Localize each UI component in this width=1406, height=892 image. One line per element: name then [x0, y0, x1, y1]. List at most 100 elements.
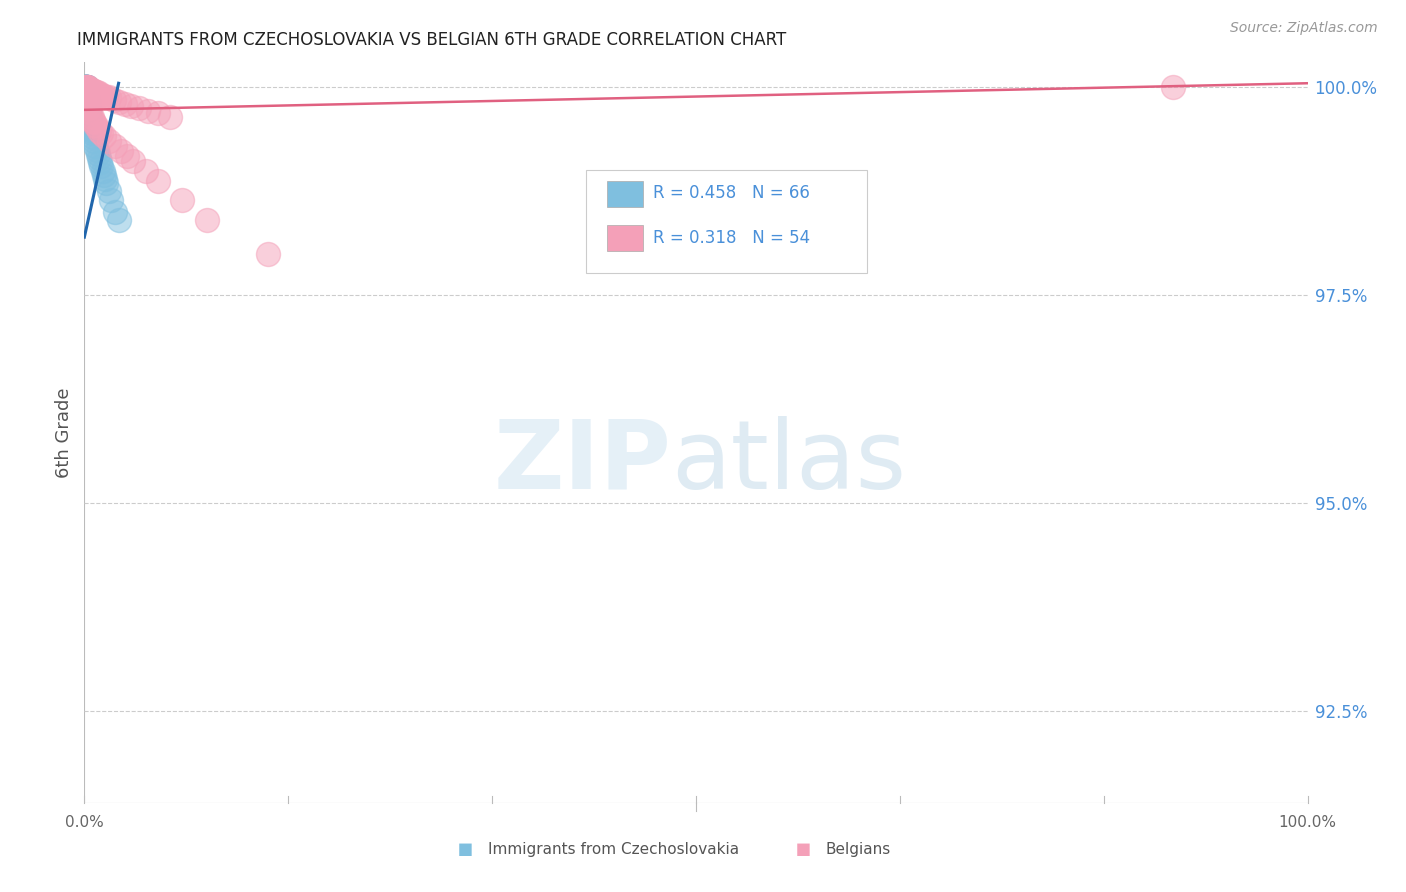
Point: [75, 97, 97, 112]
Point: [77, 103, 100, 118]
Point: [172, 193, 194, 207]
Point: [75, 80, 97, 95]
Point: [76, 80, 98, 95]
Point: [135, 163, 157, 178]
Text: ZIP: ZIP: [494, 416, 672, 508]
Point: [75, 90, 97, 104]
Point: [122, 153, 145, 168]
Point: [76, 95, 98, 109]
Text: atlas: atlas: [672, 416, 907, 508]
Point: [86, 86, 108, 100]
Point: [75, 90, 97, 104]
Point: [110, 144, 132, 158]
Point: [76, 80, 98, 95]
Point: [80, 122, 103, 136]
Point: [93, 168, 115, 182]
Point: [79, 83, 101, 97]
Point: [77, 82, 100, 96]
Point: [77, 110, 100, 124]
Point: [128, 101, 150, 115]
Point: [107, 95, 129, 109]
Point: [79, 118, 101, 132]
Point: [77, 105, 100, 120]
Point: [75, 80, 97, 95]
Point: [97, 185, 120, 199]
Point: [103, 93, 125, 107]
Point: [90, 126, 112, 140]
Text: Belgians: Belgians: [825, 842, 890, 856]
Point: [75, 95, 97, 109]
Point: [77, 80, 100, 95]
Point: [83, 84, 105, 98]
Point: [79, 105, 101, 120]
Text: R = 0.318   N = 54: R = 0.318 N = 54: [654, 229, 810, 247]
Point: [93, 128, 115, 143]
Text: Source: ZipAtlas.com: Source: ZipAtlas.com: [1230, 21, 1378, 35]
Point: [76, 93, 98, 107]
Point: [1161, 80, 1184, 95]
Point: [83, 115, 105, 129]
Y-axis label: 6th Grade: 6th Grade: [55, 387, 73, 478]
Point: [89, 155, 111, 169]
Point: [76, 88, 98, 103]
Point: [97, 90, 120, 104]
Point: [80, 83, 103, 97]
Point: [84, 118, 107, 132]
Point: [86, 120, 108, 135]
Point: [91, 163, 114, 178]
Text: Immigrants from Czechoslovakia: Immigrants from Czechoslovakia: [488, 842, 740, 856]
Point: [77, 111, 100, 125]
Text: ▪: ▪: [794, 838, 811, 861]
Point: [114, 97, 136, 112]
Text: 100.0%: 100.0%: [1278, 815, 1337, 830]
Point: [104, 138, 127, 153]
Point: [87, 87, 110, 101]
Point: [75, 80, 97, 95]
Point: [93, 88, 115, 103]
Text: IMMIGRANTS FROM CZECHOSLOVAKIA VS BELGIAN 6TH GRADE CORRELATION CHART: IMMIGRANTS FROM CZECHOSLOVAKIA VS BELGIA…: [77, 31, 786, 49]
Point: [75, 80, 97, 95]
Point: [75, 85, 97, 99]
Point: [75, 80, 97, 95]
Text: ▪: ▪: [457, 838, 474, 861]
Point: [75, 80, 97, 95]
Point: [75, 80, 97, 95]
FancyBboxPatch shape: [586, 169, 868, 274]
Point: [76, 80, 98, 95]
Point: [77, 97, 100, 112]
Point: [96, 89, 118, 103]
Point: [77, 97, 100, 112]
Point: [76, 92, 98, 106]
Point: [76, 88, 98, 103]
Point: [87, 147, 110, 161]
Point: [77, 105, 100, 120]
Point: [79, 115, 101, 129]
Point: [79, 115, 101, 129]
Point: [77, 93, 100, 107]
Point: [257, 246, 280, 260]
Point: [75, 80, 97, 95]
Point: [77, 101, 100, 115]
Point: [76, 80, 98, 95]
Point: [146, 106, 169, 120]
Point: [76, 98, 98, 112]
Point: [75, 88, 97, 103]
Point: [75, 80, 97, 95]
Bar: [606, 226, 644, 252]
Point: [84, 138, 107, 153]
Point: [75, 80, 97, 95]
Point: [84, 86, 107, 100]
Point: [115, 148, 138, 162]
Point: [83, 135, 105, 149]
Point: [87, 123, 110, 137]
Point: [80, 123, 103, 137]
Text: R = 0.458   N = 66: R = 0.458 N = 66: [654, 185, 810, 202]
Point: [97, 134, 120, 148]
Point: [77, 107, 100, 121]
Point: [90, 87, 112, 102]
Point: [146, 173, 169, 187]
Point: [77, 97, 100, 112]
Point: [107, 213, 129, 227]
Point: [76, 80, 98, 95]
Point: [96, 176, 118, 190]
